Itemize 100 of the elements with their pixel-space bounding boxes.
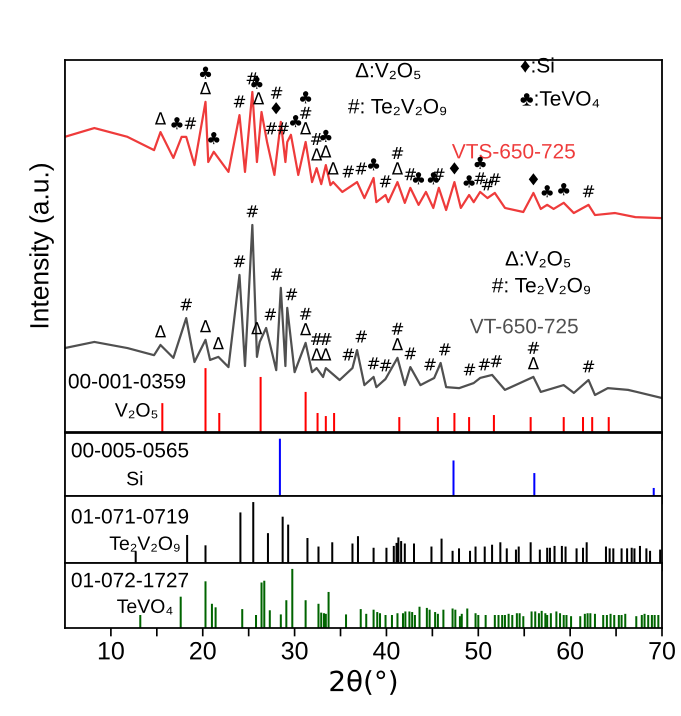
- annotation: #: [582, 360, 594, 372]
- bar: [428, 610, 431, 628]
- bar: [372, 610, 375, 628]
- bar: [518, 613, 521, 628]
- text: Si: [127, 471, 142, 486]
- series-label: VTS-650-725: [452, 144, 575, 159]
- bar: [255, 615, 258, 628]
- bar: [516, 613, 518, 628]
- annotation: ♦: [528, 173, 538, 186]
- annotation: Δ:V₂O₅: [506, 250, 570, 268]
- bar: [644, 614, 646, 628]
- annotation: 00-005-0565: [72, 442, 188, 458]
- annotation: #: Te₂V₂O₉: [492, 278, 590, 294]
- bar: [434, 612, 436, 628]
- annotation: #: [342, 348, 354, 360]
- annotation: 00-001-0359: [68, 374, 186, 389]
- bar: [650, 615, 653, 628]
- x-tick-label: 20: [190, 642, 216, 660]
- bar: [466, 608, 468, 628]
- annotation: #: [582, 185, 594, 198]
- bar: [454, 610, 456, 628]
- annotation: Δ: [200, 320, 212, 332]
- text: ♦:Si: [520, 57, 554, 73]
- bar: [565, 615, 568, 628]
- bar: [218, 412, 220, 432]
- annotation: ♣: [208, 132, 220, 144]
- bar: [418, 606, 421, 628]
- bar: [474, 613, 477, 628]
- bar: [414, 615, 416, 628]
- bar: [559, 613, 562, 628]
- bar: [492, 415, 495, 432]
- annotation: # Δ: [300, 308, 312, 336]
- annotation: Δ: [212, 337, 224, 350]
- bar: [260, 376, 262, 432]
- annotation: #: [234, 95, 246, 108]
- bar: [635, 616, 638, 628]
- bar: [204, 368, 207, 432]
- bar: [333, 412, 336, 432]
- bar: [304, 392, 307, 432]
- bar: [139, 615, 142, 628]
- annotation: #: [184, 117, 196, 130]
- bar: [328, 592, 330, 628]
- bar: [210, 604, 213, 628]
- bar: [468, 417, 470, 432]
- bar: [530, 611, 533, 628]
- bar: [278, 438, 281, 496]
- bar: [268, 610, 271, 628]
- bar: [436, 417, 439, 432]
- bar: [608, 417, 610, 432]
- bar: [602, 615, 604, 628]
- bar: [508, 614, 510, 628]
- x-tick-label: 10: [98, 642, 124, 660]
- bar: [345, 614, 348, 628]
- bar: [606, 615, 608, 628]
- bar: [501, 615, 504, 628]
- annotation: # Δ: [310, 133, 322, 161]
- bar: [263, 580, 266, 628]
- series-label: Te₂V₂O₉: [110, 536, 180, 552]
- annotation: 01-071-0719: [72, 508, 188, 524]
- bar: [589, 613, 592, 628]
- bar: [570, 616, 572, 628]
- bar: [304, 600, 307, 628]
- bar: [390, 615, 393, 628]
- bar: [402, 613, 404, 628]
- bar: [285, 600, 288, 628]
- bar: [522, 616, 524, 628]
- annotation: ♦: [450, 162, 460, 174]
- annotation: ♣: [542, 185, 553, 198]
- annotation: ♣:TeVO₄: [520, 91, 600, 108]
- bar: [376, 612, 378, 628]
- annotation: #: [404, 347, 416, 360]
- bar: [511, 615, 514, 628]
- bar: [396, 613, 398, 628]
- bar: [534, 611, 536, 628]
- bar: [586, 613, 589, 628]
- annotation: #: [464, 363, 476, 376]
- bar: [291, 568, 294, 628]
- annotation: #: [266, 122, 277, 134]
- x-tick-label: 50: [465, 642, 492, 660]
- annotation: #: [270, 268, 282, 280]
- bar: [384, 615, 387, 628]
- x-axis-title: 2θ(°): [330, 670, 396, 695]
- annotation: #: [286, 288, 298, 300]
- x-tick-label: 70: [649, 642, 675, 660]
- x-tick-label: 30: [282, 642, 308, 660]
- annotation: ♣: [368, 158, 380, 170]
- annotation: ♣ # Δ: [300, 91, 312, 134]
- bar: [214, 607, 217, 628]
- annotation: #: [439, 343, 451, 356]
- bar: [497, 615, 500, 628]
- x-tick-label: 40: [373, 642, 400, 660]
- annotation: Δ: [154, 325, 166, 338]
- bar: [530, 417, 532, 432]
- bar: [584, 614, 586, 628]
- y-axis-title: Intensity (a.u.): [29, 164, 54, 328]
- bar: [404, 611, 406, 628]
- bar: [538, 613, 540, 628]
- bar: [494, 615, 496, 628]
- bar: [540, 610, 543, 628]
- bar: [594, 614, 596, 628]
